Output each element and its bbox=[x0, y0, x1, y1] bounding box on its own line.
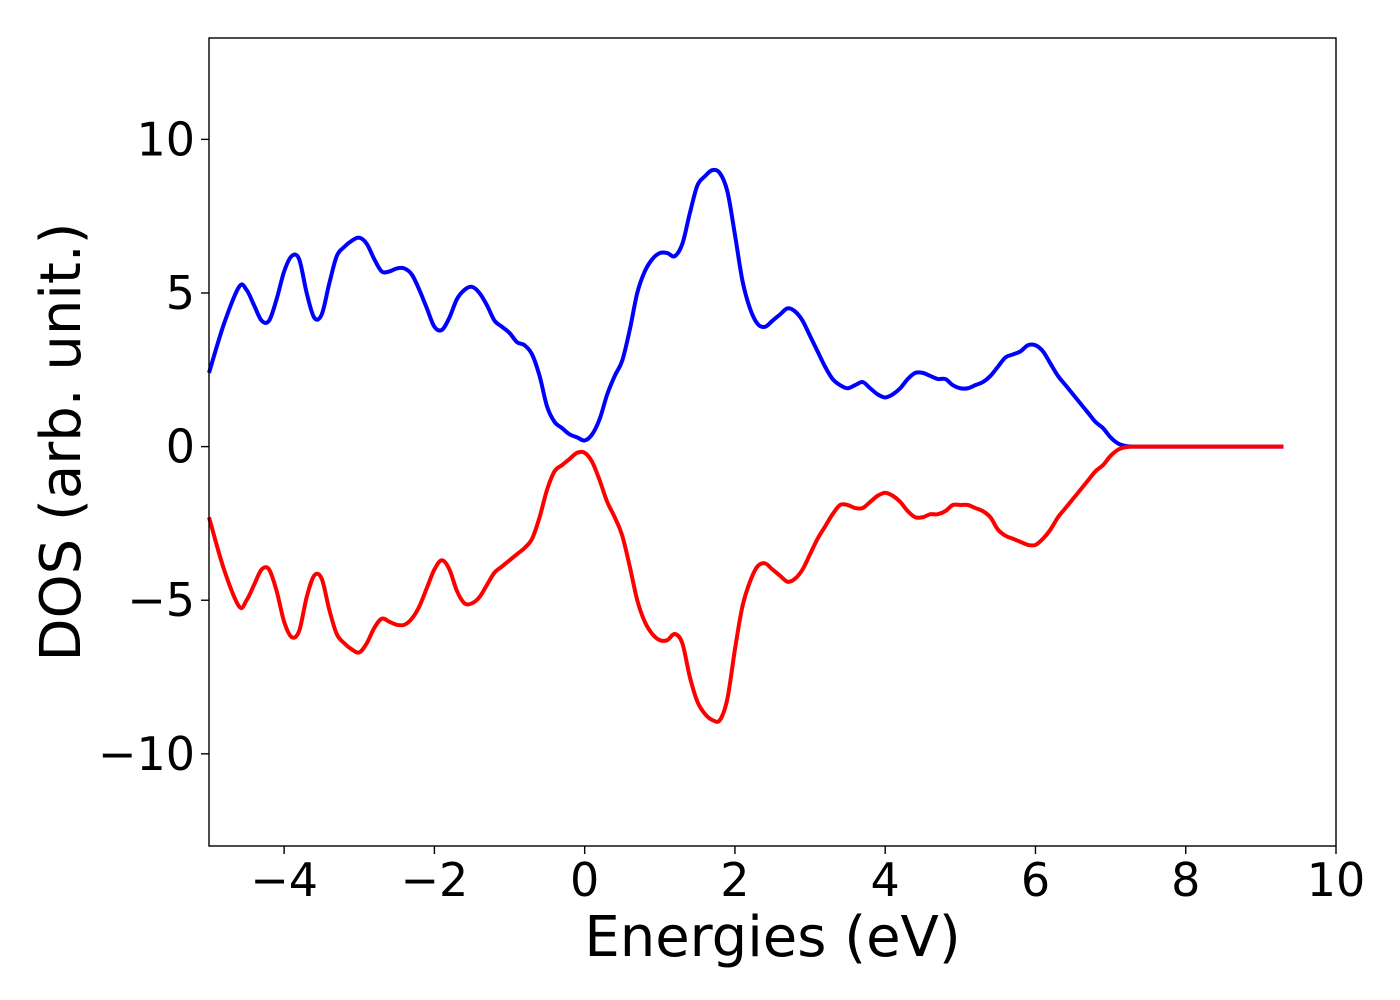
x-tick-label: 4 bbox=[871, 853, 900, 907]
y-tick-label: −10 bbox=[98, 727, 195, 781]
x-tick-label: 8 bbox=[1171, 853, 1200, 907]
y-axis-ticks: −10 −5 0 5 10 bbox=[98, 112, 209, 781]
x-tick-label: 6 bbox=[1021, 853, 1050, 907]
series-line-0 bbox=[207, 167, 1284, 449]
x-axis-title: Energies (eV) bbox=[584, 905, 960, 970]
y-tick-label: 5 bbox=[166, 266, 195, 320]
y-tick-label: 0 bbox=[166, 420, 195, 474]
x-tick-label: −2 bbox=[400, 853, 468, 907]
y-tick-label: 10 bbox=[136, 112, 195, 166]
y-axis-title: DOS (arb. unit.) bbox=[29, 222, 94, 661]
series-layer bbox=[207, 167, 1284, 724]
x-tick-label: 10 bbox=[1307, 853, 1366, 907]
y-tick-label: −5 bbox=[127, 573, 195, 627]
x-tick-label: 2 bbox=[720, 853, 749, 907]
x-axis-ticks: −4 −2 0 2 4 6 8 10 bbox=[250, 846, 1365, 907]
x-tick-label: −4 bbox=[250, 853, 318, 907]
x-tick-label: 0 bbox=[570, 853, 599, 907]
series-line-1 bbox=[207, 444, 1284, 724]
plot-frame bbox=[208, 37, 1337, 847]
